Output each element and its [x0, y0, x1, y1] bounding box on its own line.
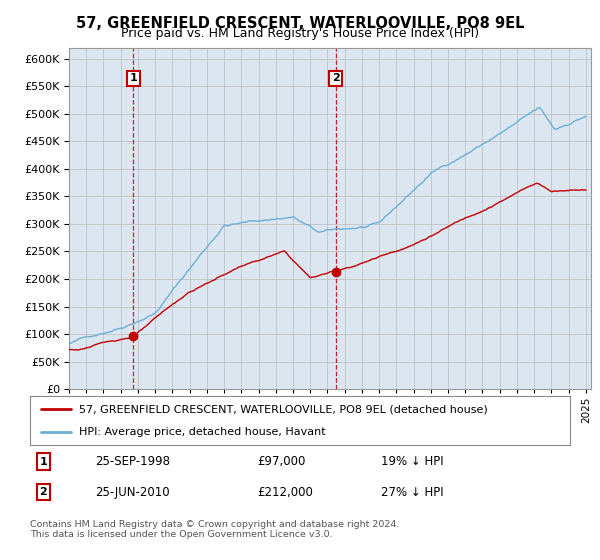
Text: 1: 1 [130, 73, 137, 83]
Text: 25-JUN-2010: 25-JUN-2010 [95, 486, 169, 498]
Text: 27% ↓ HPI: 27% ↓ HPI [381, 486, 443, 498]
Text: 57, GREENFIELD CRESCENT, WATERLOOVILLE, PO8 9EL: 57, GREENFIELD CRESCENT, WATERLOOVILLE, … [76, 16, 524, 31]
Text: 57, GREENFIELD CRESCENT, WATERLOOVILLE, PO8 9EL (detached house): 57, GREENFIELD CRESCENT, WATERLOOVILLE, … [79, 404, 487, 414]
Text: 1: 1 [40, 456, 47, 466]
Text: 2: 2 [40, 487, 47, 497]
Text: Contains HM Land Registry data © Crown copyright and database right 2024.
This d: Contains HM Land Registry data © Crown c… [30, 520, 400, 539]
Text: 25-SEP-1998: 25-SEP-1998 [95, 455, 170, 468]
Text: £97,000: £97,000 [257, 455, 305, 468]
Text: HPI: Average price, detached house, Havant: HPI: Average price, detached house, Hava… [79, 427, 325, 437]
Text: 19% ↓ HPI: 19% ↓ HPI [381, 455, 443, 468]
Text: Price paid vs. HM Land Registry's House Price Index (HPI): Price paid vs. HM Land Registry's House … [121, 27, 479, 40]
Text: 2: 2 [332, 73, 340, 83]
Text: £212,000: £212,000 [257, 486, 313, 498]
